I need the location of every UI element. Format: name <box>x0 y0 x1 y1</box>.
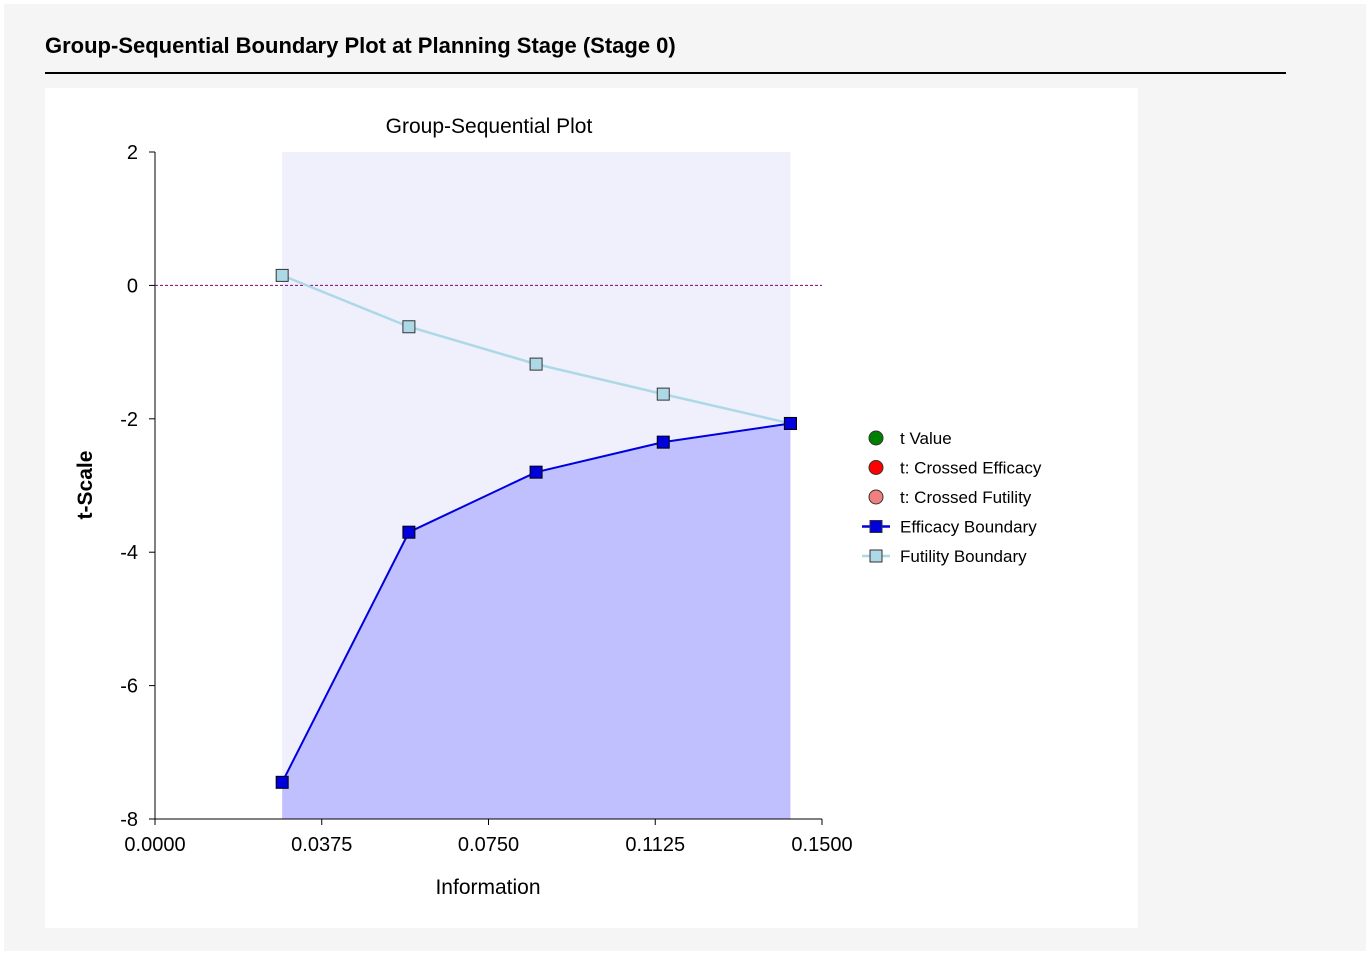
legend-label: t: Crossed Efficacy <box>900 459 1042 478</box>
legend-label: Efficacy Boundary <box>900 518 1037 537</box>
legend-label: t Value <box>900 429 952 448</box>
y-tick-label: -8 <box>120 809 138 831</box>
plot-area: 2 0 -2 -4 -6 -8 0.0000 0.0375 0.0750 0.1125 0.1500 <box>120 142 852 856</box>
y-tick-label: -2 <box>120 409 138 431</box>
efficacy-boundary-point <box>656 435 670 449</box>
futility-boundary-point <box>529 357 543 371</box>
y-axis-label: t-Scale <box>74 451 97 520</box>
legend-marker-efficacy-boundary <box>869 520 883 533</box>
chart-panel: 2 0 -2 -4 -6 -8 0.0000 0.0375 0.0750 0.1125 0.1500… <box>45 88 1138 928</box>
x-tick-label: 0.0750 <box>458 834 519 856</box>
legend-marker-t-value <box>868 430 884 446</box>
legend-marker-crossed-futility <box>868 489 884 505</box>
efficacy-boundary-point <box>275 775 289 789</box>
legend-marker-futility-boundary <box>869 549 883 563</box>
efficacy-boundary-point <box>529 465 543 479</box>
legend-label: Futility Boundary <box>900 547 1027 566</box>
efficacy-region <box>282 423 791 819</box>
efficacy-boundary-point <box>783 416 797 430</box>
y-tick-label: 0 <box>127 275 138 297</box>
x-tick-label: 0.1125 <box>625 834 685 856</box>
x-tick-label: 0.1500 <box>791 834 852 856</box>
legend: t Value t: Crossed Efficacy t: Crossed Fut… <box>862 429 1042 566</box>
y-tick-label: -6 <box>120 676 138 698</box>
x-tick-label: 0.0000 <box>124 834 185 856</box>
title-divider <box>45 72 1286 74</box>
futility-boundary-point <box>656 387 670 401</box>
y-tick-label: 2 <box>127 142 138 164</box>
legend-label: t: Crossed Futility <box>900 488 1032 507</box>
chart-title: Group-Sequential Plot <box>386 115 593 138</box>
x-tick-label: 0.0375 <box>291 834 352 856</box>
x-axis-label: Information <box>435 876 540 899</box>
efficacy-boundary-point <box>402 525 416 539</box>
futility-boundary-point <box>402 320 416 334</box>
legend-marker-crossed-efficacy <box>868 460 884 475</box>
page-title: Group-Sequential Boundary Plot at Planni… <box>45 33 676 58</box>
futility-boundary-point <box>275 268 289 282</box>
group-sequential-chart: 2 0 -2 -4 -6 -8 0.0000 0.0375 0.0750 0.1125 0.1500… <box>74 115 1042 899</box>
y-tick-label: -4 <box>120 542 138 564</box>
